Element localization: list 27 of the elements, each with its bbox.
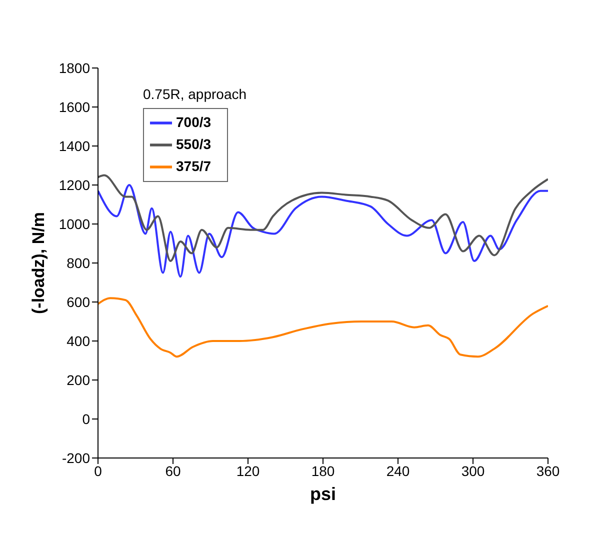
x-tick-label: 360 [536,462,560,479]
x-tick-label: 180 [311,462,335,479]
y-tick-label: 200 [66,372,90,388]
y-axis-title: (-loadz), N/m [29,212,48,314]
x-tick-label: 60 [165,462,181,479]
legend-label: 700/3 [176,114,212,130]
y-tick-label: 1800 [58,60,90,76]
y-tick-label: -200 [62,450,90,466]
y-tick-label: 0 [82,410,90,427]
x-tick-label: 240 [386,462,410,479]
legend-label: 550/3 [176,136,212,152]
y-tick-label: 600 [66,294,90,310]
y-tick-label: 400 [66,332,90,349]
y-tick-label: 1200 [58,176,90,193]
legend-title: 0.75R, approach [143,86,247,102]
line-series [98,297,548,358]
x-tick-label: 120 [236,462,260,479]
x-tick-label: 0 [94,462,102,479]
line-series [98,174,548,262]
y-tick-label: 1400 [58,138,90,154]
y-tick-label: 1000 [58,216,90,232]
y-tick-label: 800 [66,254,90,271]
x-tick-label: 300 [461,462,485,479]
line-series [98,184,548,278]
legend-label: 375/7 [176,158,212,174]
x-axis-title: psi [310,484,336,504]
y-tick-label: 1600 [58,98,90,115]
